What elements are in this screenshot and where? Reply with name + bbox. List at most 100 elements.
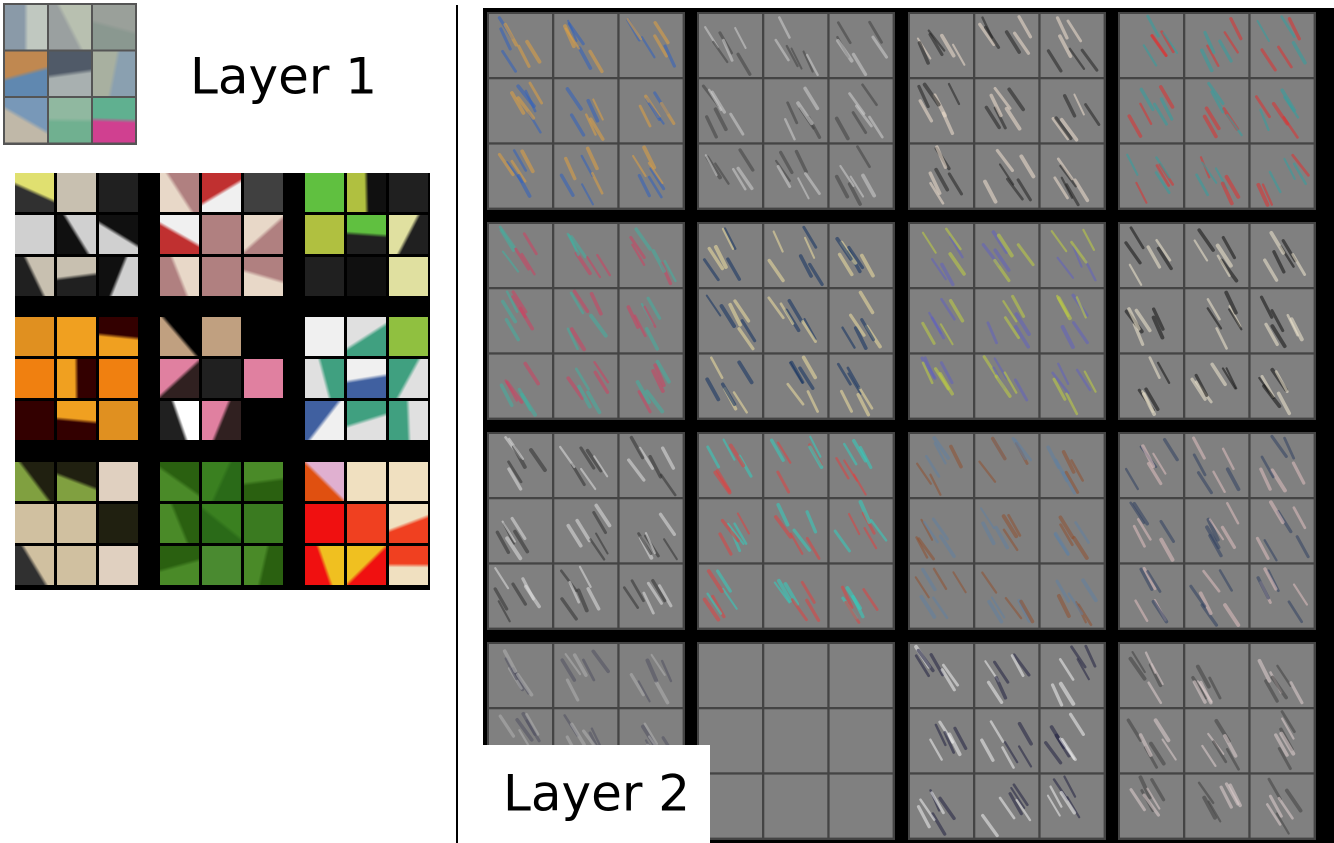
stroke	[938, 534, 956, 559]
stroke	[493, 587, 509, 611]
stroke	[1159, 85, 1175, 109]
stroke	[1203, 30, 1216, 55]
stroke	[501, 520, 516, 543]
stroke	[773, 581, 791, 604]
tile	[1185, 14, 1249, 77]
stroke	[1128, 263, 1143, 286]
stroke	[705, 377, 721, 402]
stroke	[1260, 455, 1275, 479]
stroke	[630, 579, 645, 603]
patch	[305, 504, 344, 543]
stroke	[786, 101, 799, 125]
stroke	[952, 571, 967, 594]
stroke	[870, 519, 888, 542]
stroke	[1053, 176, 1069, 200]
stroke	[574, 251, 592, 276]
stroke	[845, 586, 862, 611]
stroke	[1190, 377, 1207, 401]
stroke	[945, 227, 962, 251]
stroke	[1226, 502, 1240, 525]
stroke	[1136, 518, 1152, 541]
stroke	[776, 578, 793, 603]
stroke	[1197, 781, 1215, 805]
patch	[389, 462, 428, 501]
stroke	[1224, 782, 1240, 806]
stroke	[663, 259, 677, 283]
patch	[389, 257, 428, 296]
stroke	[1083, 370, 1097, 393]
stroke	[1284, 788, 1303, 813]
stroke	[861, 173, 877, 198]
stroke	[805, 53, 819, 77]
stroke	[996, 233, 1014, 258]
tile	[1250, 774, 1314, 838]
tile	[1250, 499, 1314, 563]
filter-cell	[93, 5, 135, 50]
stroke	[627, 458, 646, 482]
stroke	[931, 812, 947, 836]
stroke	[772, 230, 784, 253]
stroke	[1150, 34, 1168, 57]
patch	[202, 546, 241, 585]
patch	[244, 359, 283, 398]
stroke	[789, 532, 804, 555]
stroke	[660, 659, 673, 683]
stroke	[1270, 434, 1288, 459]
stroke	[713, 244, 728, 269]
stroke	[786, 382, 805, 406]
stroke	[1258, 376, 1275, 400]
stroke	[843, 442, 858, 466]
stroke	[868, 20, 883, 44]
stroke	[1146, 787, 1161, 810]
stroke	[1269, 500, 1285, 525]
stroke	[1058, 515, 1075, 540]
stroke	[1128, 656, 1147, 681]
stroke	[1229, 17, 1243, 41]
stroke	[1071, 535, 1089, 560]
stroke	[1206, 298, 1221, 321]
stroke	[564, 653, 582, 676]
stroke	[560, 658, 577, 682]
stroke	[1270, 309, 1285, 333]
stroke	[991, 230, 1009, 254]
patch	[57, 317, 96, 356]
stroke	[993, 248, 1011, 272]
stroke	[1196, 471, 1213, 495]
stroke	[1287, 17, 1301, 41]
stroke	[1267, 777, 1282, 801]
stroke	[590, 171, 604, 195]
stroke	[566, 327, 579, 351]
stroke	[1141, 444, 1156, 469]
stroke	[721, 587, 738, 610]
tile	[910, 564, 973, 628]
stroke	[1081, 578, 1098, 603]
stroke	[1012, 31, 1031, 55]
stroke	[518, 306, 535, 331]
stroke	[1275, 812, 1290, 835]
stroke	[1147, 681, 1163, 705]
stroke	[1270, 675, 1288, 700]
filter-cell	[5, 5, 47, 50]
stroke	[638, 446, 655, 470]
stroke	[798, 254, 813, 278]
stroke	[767, 258, 785, 283]
stroke	[776, 502, 790, 527]
stroke	[851, 52, 868, 77]
stroke	[1283, 96, 1300, 119]
stroke	[1059, 117, 1079, 142]
stroke	[1202, 114, 1218, 139]
stroke	[849, 175, 865, 198]
stroke	[837, 252, 854, 277]
patch	[57, 257, 96, 296]
stroke	[1221, 367, 1237, 390]
stroke	[1206, 517, 1220, 542]
tile	[1040, 499, 1104, 563]
stroke	[497, 152, 515, 177]
stroke	[1070, 645, 1087, 669]
stroke	[1019, 599, 1035, 624]
stroke	[565, 87, 583, 111]
stroke	[1139, 87, 1155, 112]
stroke	[516, 96, 536, 120]
tile	[829, 709, 893, 773]
stroke	[1193, 239, 1209, 262]
